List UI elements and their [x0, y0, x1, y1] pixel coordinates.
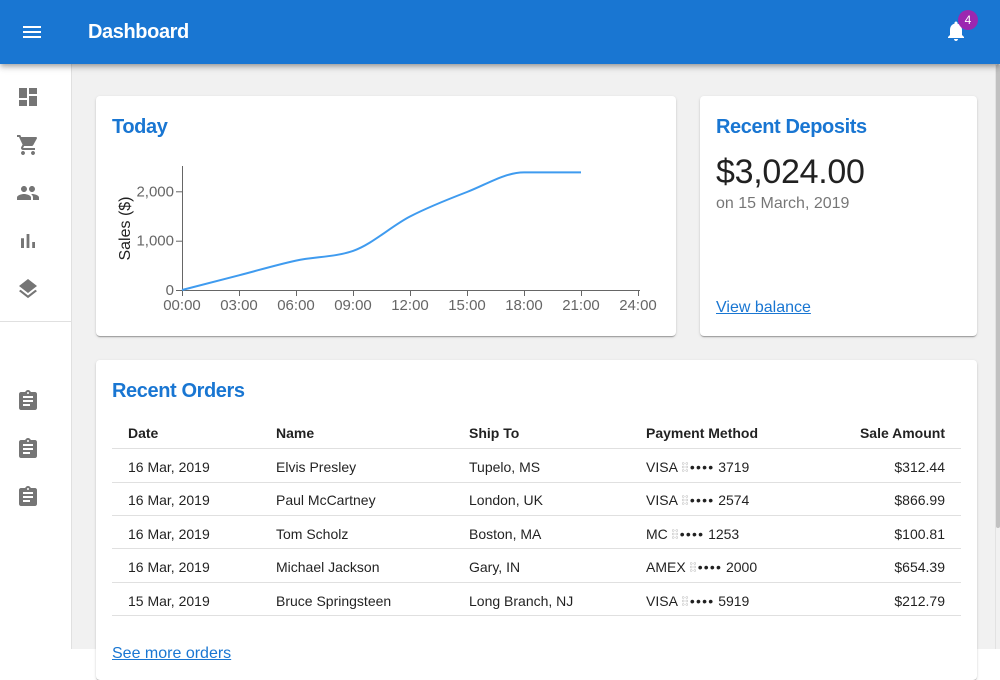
- svg-text:09:00: 09:00: [334, 297, 372, 314]
- svg-text:21:00: 21:00: [562, 297, 600, 314]
- svg-text:2,000: 2,000: [136, 183, 174, 200]
- svg-text:00:00: 00:00: [163, 297, 201, 314]
- svg-text:03:00: 03:00: [220, 297, 258, 314]
- svg-text:24:00: 24:00: [619, 297, 657, 314]
- svg-text:Sales ($): Sales ($): [117, 196, 134, 260]
- svg-text:18:00: 18:00: [505, 297, 543, 314]
- svg-text:06:00: 06:00: [277, 297, 315, 314]
- svg-text:15:00: 15:00: [448, 297, 486, 314]
- svg-text:12:00: 12:00: [391, 297, 429, 314]
- svg-text:1,000: 1,000: [136, 233, 174, 250]
- svg-text:0: 0: [166, 282, 174, 299]
